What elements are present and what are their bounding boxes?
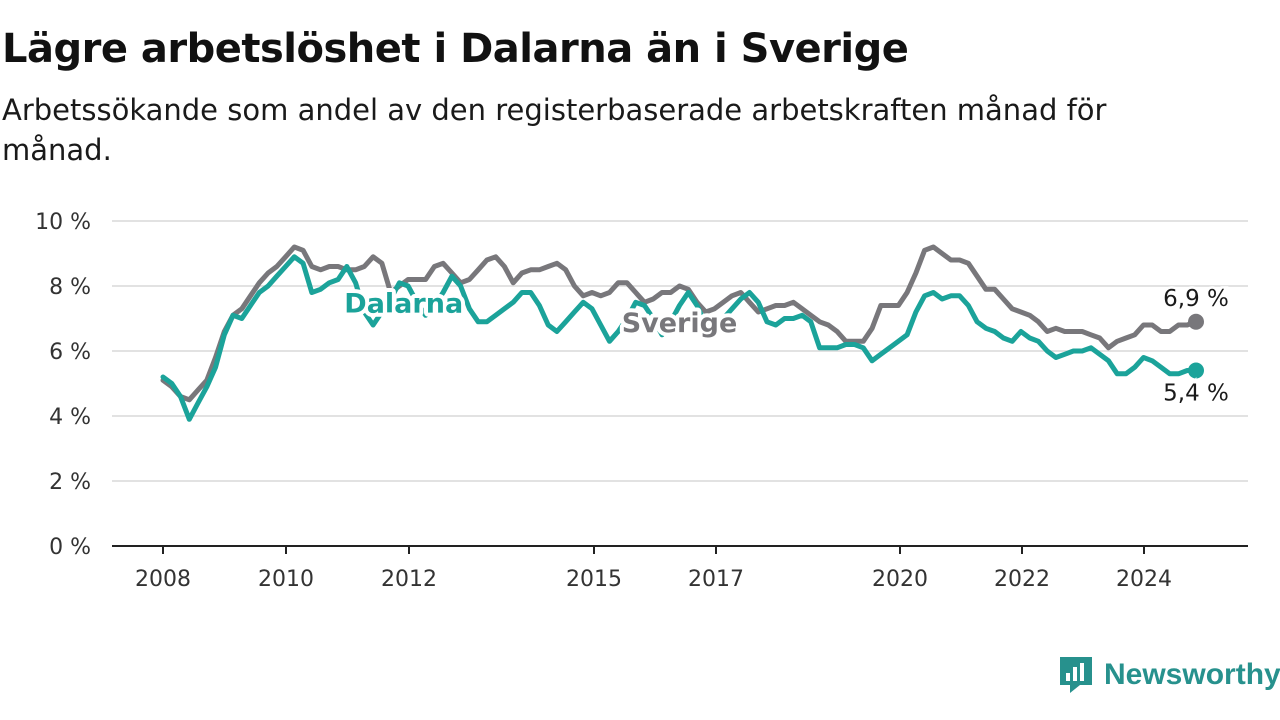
x-tick-label: 2017 <box>688 567 744 592</box>
x-tick-label: 2022 <box>994 567 1050 592</box>
series-label: Dalarna <box>344 288 463 319</box>
newsworthy-chart-bubble-icon <box>1060 657 1092 693</box>
series-end-point <box>1188 362 1204 379</box>
y-tick-label: 2 % <box>49 470 91 495</box>
y-tick-label: 8 % <box>49 275 91 300</box>
series-end-label: 5,4 % <box>1163 381 1229 407</box>
chart-title: Lägre arbetslöshet i Dalarna än i Sverig… <box>2 26 909 72</box>
x-tick-label: 2020 <box>872 567 928 592</box>
x-tick-label: 2008 <box>135 567 191 592</box>
series-label: Sverige <box>622 308 738 339</box>
series-line-dalarna <box>160 254 1199 422</box>
x-tick-label: 2024 <box>1116 567 1172 592</box>
series-end-point <box>1188 313 1204 330</box>
y-tick-label: 0 % <box>49 535 91 560</box>
series-line-sverige <box>160 244 1199 403</box>
y-tick-label: 4 % <box>49 405 91 430</box>
brand-name: Newsworthy <box>1104 658 1280 691</box>
newsworthy-logo: Newsworthy <box>1058 655 1280 695</box>
series-end-label: 6,9 % <box>1163 286 1229 312</box>
x-tick-label: 2010 <box>258 567 314 592</box>
x-tick-label: 2015 <box>566 567 622 592</box>
x-tick-label: 2012 <box>381 567 437 592</box>
chart-subtitle: Arbetssökande som andel av den registerb… <box>2 93 1107 167</box>
y-tick-label: 6 % <box>49 340 91 365</box>
y-tick-label: 10 % <box>35 210 91 235</box>
